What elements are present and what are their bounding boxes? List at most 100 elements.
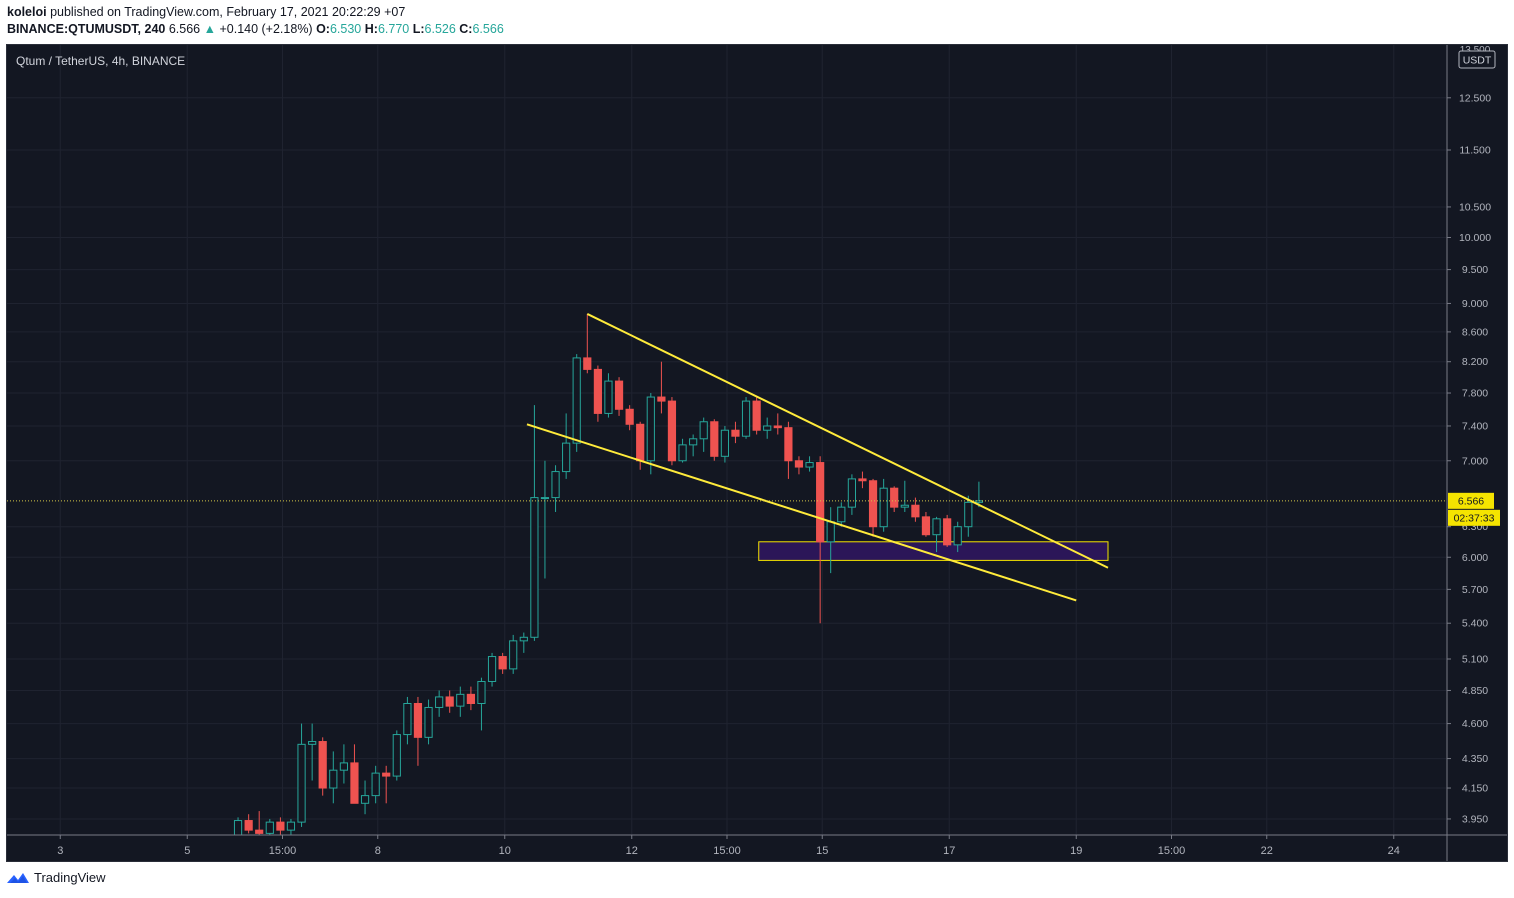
x-tick-label: 12: [626, 845, 638, 857]
price-tag-bg: [1448, 492, 1494, 509]
open-value: 6.530: [329, 22, 362, 36]
candle-body: [435, 696, 444, 708]
close-label: C:: [459, 22, 473, 36]
upper-trendline: [586, 313, 1109, 569]
y-tick-label: 7.400: [1462, 420, 1488, 432]
y-tick-label: 12.500: [1459, 92, 1491, 104]
candle-body: [858, 478, 867, 482]
y-tick-label: 5.100: [1462, 653, 1488, 665]
candle-body: [784, 427, 793, 462]
y-tick-label: 8.200: [1462, 356, 1488, 368]
y-tick-label: 5.400: [1462, 618, 1488, 630]
x-tick-label: 3: [57, 845, 63, 857]
publish-header: koleloi published on TradingView.com, Fe…: [7, 4, 504, 38]
candle-body: [265, 821, 274, 834]
price-tag: 6.566: [1458, 495, 1484, 507]
x-tick-label: 5: [184, 845, 190, 857]
candle-body: [572, 357, 581, 444]
chart-legend-title: Qtum / TetherUS, 4h, BINANCE: [16, 54, 185, 68]
candle-body: [487, 656, 497, 682]
support-zone: [758, 541, 1109, 561]
candle-body: [255, 829, 264, 834]
candle-body: [382, 772, 391, 777]
lower-trendline: [526, 423, 1077, 602]
candle-body: [360, 795, 370, 804]
y-tick-label: 9.000: [1462, 298, 1488, 310]
candle-body: [625, 408, 634, 425]
candle-body: [657, 396, 666, 402]
author-name[interactable]: koleloi: [7, 5, 47, 19]
grid: [7, 45, 1447, 835]
candle-body: [456, 693, 465, 707]
tradingview-logo-icon: [7, 872, 29, 883]
y-tick-label: 11.500: [1459, 144, 1490, 156]
price-axis[interactable]: 3.950 4.150 4.350 4.600 4.850 5.100 5.400 5.700…: [1446, 45, 1500, 861]
currency-badge[interactable]: USDT: [1458, 50, 1496, 69]
y-tick-label: 6.000: [1462, 552, 1488, 564]
candle-body: [837, 506, 846, 523]
published-text: published on TradingView.com, February 1…: [50, 5, 406, 19]
candle-body: [911, 504, 920, 518]
candle-body: [308, 741, 317, 745]
x-tick-label: 15:00: [713, 845, 741, 857]
x-tick-label: 15:00: [269, 845, 297, 857]
candle-body: [540, 497, 550, 500]
y-tick-label: 4.850: [1462, 685, 1488, 697]
candle-body: [731, 429, 740, 437]
y-tick-label: 10.000: [1459, 232, 1491, 244]
candle-body: [964, 501, 973, 528]
candle-body: [297, 743, 306, 823]
candle-body: [847, 478, 857, 508]
candle-body: [699, 421, 708, 440]
candle-body: [233, 820, 243, 836]
footer-brand[interactable]: TradingView: [34, 870, 106, 885]
candle-body: [678, 444, 687, 462]
candle-body: [646, 396, 655, 462]
x-tick-label: 15:00: [1158, 845, 1186, 857]
x-tick-label: 22: [1261, 845, 1273, 857]
close-value: 6.566: [472, 22, 504, 36]
time-axis[interactable]: 3 5 15:00 8 10 12 15:00 15 17 19 15:00 22 24: [7, 834, 1507, 857]
candle-body: [445, 696, 454, 707]
candle-body: [900, 504, 909, 508]
x-tick-label: 15: [816, 845, 828, 857]
candle-body: [413, 702, 423, 738]
candle-body: [943, 518, 952, 546]
y-tick-label: 10.500: [1459, 201, 1491, 213]
candle-body: [583, 357, 592, 370]
candlestick-chart[interactable]: 3.950 4.150 4.350 4.600 4.850 5.100 5.400 5.700…: [7, 45, 1507, 861]
footer: TradingView: [6, 870, 106, 885]
candle-body: [509, 640, 518, 670]
candle-body: [689, 438, 698, 446]
candle-body: [974, 500, 984, 503]
symbol-line: BINANCE:QTUMUSDT, 240 6.566 ▲ +0.140 (+2…: [7, 21, 504, 38]
candle-body: [318, 741, 327, 789]
change-arrow-icon: ▲: [203, 22, 216, 36]
candle-body: [244, 820, 253, 831]
publish-line: koleloi published on TradingView.com, Fe…: [7, 4, 504, 21]
candle-body: [741, 400, 751, 437]
y-tick-label: 7.000: [1462, 455, 1488, 467]
candle-body: [932, 518, 941, 536]
candle-body: [614, 380, 624, 410]
candle-body: [392, 734, 401, 777]
candle-body: [710, 421, 719, 457]
candle-body: [329, 769, 338, 789]
x-tick-label: 10: [499, 845, 511, 857]
change-text: +0.140 (+2.18%): [219, 22, 313, 36]
candle-body: [350, 762, 359, 804]
low-value: 6.526: [424, 22, 456, 36]
candle-body: [562, 442, 571, 473]
y-tick-label: 3.950: [1462, 813, 1488, 825]
candle-body: [921, 516, 931, 536]
open-label: O:: [316, 22, 330, 36]
candle-body: [519, 636, 528, 642]
candle-body: [879, 487, 888, 528]
y-tick-label: 8.600: [1462, 326, 1488, 338]
chart-container[interactable]: 3.950 4.150 4.350 4.600 4.850 5.100 5.400 5.700…: [6, 44, 1508, 862]
x-tick-label: 17: [943, 845, 955, 857]
zone-layer: [758, 541, 1109, 561]
candle-body: [667, 400, 677, 462]
candle-body: [276, 821, 285, 831]
trendlines-layer: [526, 313, 1109, 602]
